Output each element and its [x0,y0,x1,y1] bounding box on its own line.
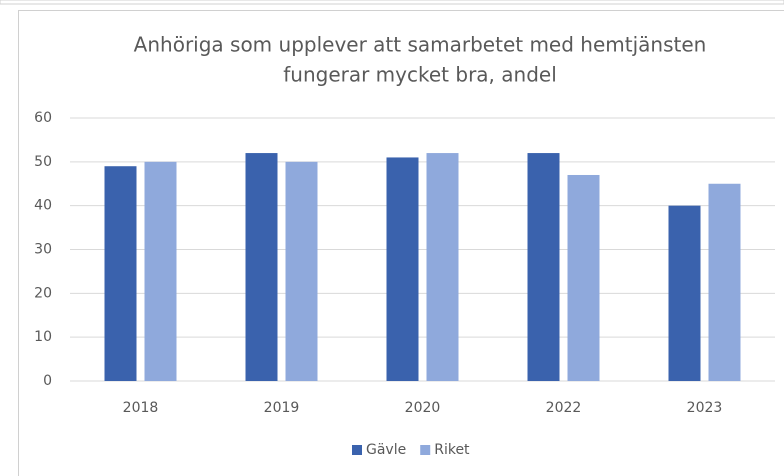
y-tick-label: 60 [34,110,52,126]
legend-swatch [420,445,431,455]
y-tick-label: 50 [34,154,52,170]
legend-swatch [352,445,362,455]
chart-title: fungerar mycket bra, andel [283,63,557,87]
bar [567,174,600,381]
x-tick-label: 2018 [123,400,159,416]
y-tick-label: 30 [34,242,52,258]
y-tick-label: 20 [34,285,52,301]
y-tick-label: 10 [34,329,52,345]
x-tick-label: 2022 [546,400,582,416]
legend-label: Riket [434,442,470,458]
bar [245,153,278,381]
legend-label: Gävle [366,442,406,458]
chart-title: Anhöriga som upplever att samarbetet med… [134,33,707,57]
bar [386,157,419,381]
x-tick-label: 2019 [264,400,300,416]
y-tick-label: 40 [34,198,52,214]
bar [144,161,177,381]
bar [104,166,137,381]
top-frame [0,0,784,5]
bar [285,161,318,381]
bar [668,205,701,381]
bar [708,183,741,381]
y-tick-label: 0 [43,373,52,389]
bar [426,153,459,381]
bar [527,153,560,381]
x-tick-label: 2023 [687,400,723,416]
x-tick-label: 2020 [405,400,441,416]
